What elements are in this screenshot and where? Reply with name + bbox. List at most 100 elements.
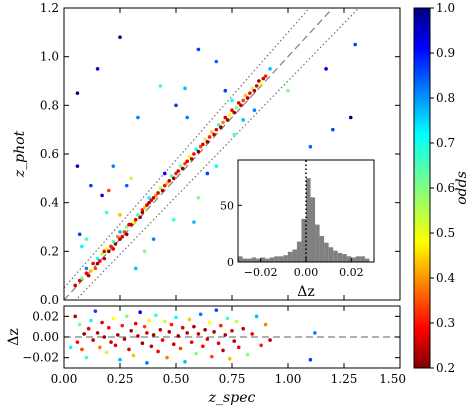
main-point-4 — [84, 266, 89, 271]
main-point-8 — [93, 266, 98, 271]
inset-bar-28 — [364, 258, 370, 262]
main-point-51 — [174, 171, 178, 176]
main-ytick-label-5: 1.0 — [40, 50, 59, 64]
main-point-33 — [138, 215, 142, 220]
main-point-80 — [239, 103, 243, 108]
inset-bar-5 — [260, 257, 266, 262]
colorbar: 0.2 0.3 0.4 0.5 0.6 0.7 0.8 0.9 1.0 odds — [413, 1, 470, 375]
main-point-103 — [151, 237, 156, 241]
inset-ytick-label-0: 0 — [227, 256, 234, 269]
main-point-83 — [245, 96, 250, 100]
reference-line-1 — [64, 8, 311, 289]
residual-point-0 — [73, 314, 77, 319]
main-point-11 — [98, 259, 102, 263]
main-ytick-label-2: 0.4 — [40, 196, 59, 210]
residual-point-30 — [140, 341, 145, 346]
residual-point-21 — [120, 323, 125, 328]
main-point-119 — [174, 103, 178, 108]
main-point-67 — [210, 130, 214, 134]
residual-point-70 — [227, 356, 232, 361]
main-point-35 — [140, 210, 145, 215]
main-point-30 — [131, 220, 136, 224]
main-point-19 — [111, 247, 116, 251]
residual-point-56 — [196, 332, 201, 336]
inset-bar-1 — [242, 258, 248, 262]
main-point-37 — [145, 203, 149, 207]
main-point-109 — [205, 171, 210, 176]
main-point-63 — [201, 142, 205, 147]
residual-xtick-label-3: 0.75 — [219, 372, 246, 386]
main-point-106 — [185, 115, 189, 120]
main-point-54 — [180, 166, 185, 171]
residual-xlabel-main: z_spec — [208, 390, 256, 406]
main-point-65 — [205, 140, 210, 144]
residual-point-74 — [236, 345, 241, 350]
residual-xtick-label-1: 0.25 — [107, 372, 134, 386]
residual-point-33 — [145, 331, 149, 335]
residual-point-63 — [212, 330, 216, 334]
main-point-77 — [232, 110, 237, 115]
reference-line-2 — [74, 8, 360, 300]
residual-xtick-label-5: 1.25 — [331, 372, 358, 386]
main-point-73 — [223, 115, 228, 120]
inset-histogram-panel: −0.02 0.00 0.02 0 50 Δz — [220, 159, 375, 300]
inset-bar-22 — [337, 252, 343, 262]
inset-frame — [237, 159, 375, 263]
inset-bar-26 — [355, 256, 361, 262]
main-point-100 — [124, 183, 129, 188]
main-point-55 — [183, 161, 187, 166]
main-ytick-label-4: 0.8 — [40, 98, 59, 112]
residual-point-34 — [147, 318, 151, 323]
residual-point-68 — [223, 333, 228, 337]
residual-point-65 — [216, 341, 221, 346]
inset-bar-10 — [283, 255, 288, 262]
residual-point-48 — [178, 346, 183, 351]
main-point-15 — [104, 247, 109, 251]
residual-point-36 — [151, 333, 156, 337]
main-point-53 — [178, 164, 183, 168]
main-point-48 — [167, 178, 172, 183]
main-ytick-label-6: 1.2 — [40, 1, 59, 15]
main-point-46 — [163, 183, 167, 188]
main-point-87 — [254, 84, 259, 88]
main-point-20 — [113, 242, 118, 246]
residual-point-41 — [163, 319, 167, 324]
residual-point-2 — [77, 322, 82, 327]
residual-point-28 — [136, 334, 140, 338]
inset-bar-19 — [324, 242, 329, 262]
main-point-41 — [151, 196, 156, 200]
residual-ytick-label-2: 0.02 — [32, 309, 59, 323]
main-point-39 — [147, 196, 151, 200]
main-point-99 — [111, 164, 116, 168]
inset-bar-13 — [296, 241, 302, 262]
residual-point-69 — [225, 316, 230, 321]
main-point-0 — [73, 283, 77, 288]
colorbar-tick-label-5: 0.7 — [436, 136, 455, 150]
residual-xtick-label-4: 1.00 — [275, 372, 302, 386]
main-point-25 — [122, 230, 127, 234]
inset-bar-11 — [287, 251, 293, 262]
colorbar-label: odds — [454, 171, 470, 205]
residual-xlabel: z_spec — [208, 390, 256, 406]
main-points — [73, 35, 364, 288]
main-point-59 — [192, 152, 196, 156]
main-point-27 — [124, 232, 129, 237]
main-point-72 — [221, 120, 225, 125]
residual-point-4 — [82, 332, 86, 336]
residual-ytick-label-0: −0.02 — [22, 351, 59, 365]
inset-bar-2 — [247, 258, 252, 262]
colorbar-tick-label-4: 0.6 — [436, 181, 455, 195]
main-point-24 — [120, 234, 125, 239]
main-point-127 — [308, 144, 313, 149]
inset-bar-12 — [292, 249, 297, 262]
main-point-129 — [324, 67, 328, 71]
residual-point-31 — [142, 324, 147, 329]
residual-point-44 — [169, 322, 174, 327]
main-point-74 — [225, 118, 230, 122]
inset-bar-17 — [315, 224, 320, 262]
main-point-18 — [111, 239, 116, 244]
residual-point-83 — [308, 357, 313, 362]
residual-point-18 — [113, 343, 118, 348]
residual-point-71 — [230, 329, 234, 333]
